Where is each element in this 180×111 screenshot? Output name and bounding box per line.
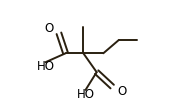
Text: HO: HO	[37, 59, 55, 73]
Text: HO: HO	[77, 88, 95, 101]
Text: O: O	[117, 85, 126, 98]
Text: O: O	[45, 22, 54, 35]
